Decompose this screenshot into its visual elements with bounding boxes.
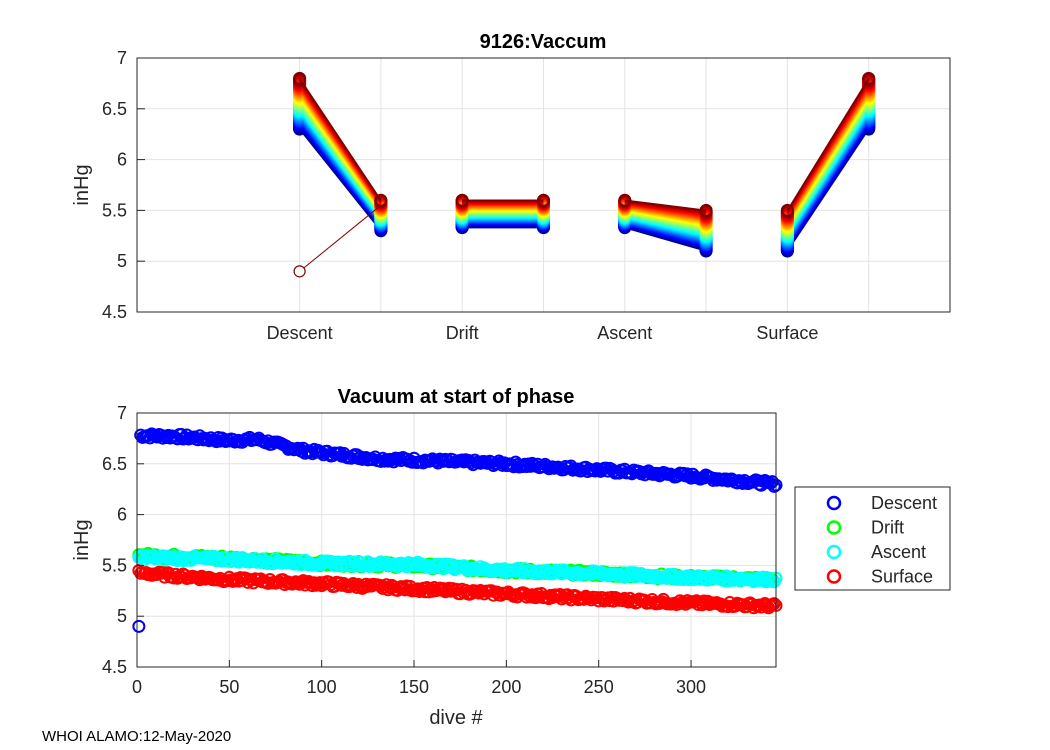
bottom-descent-outlier-point xyxy=(132,619,146,633)
top-dive-line xyxy=(298,77,382,201)
bottom-surface-point xyxy=(294,575,308,589)
footer-credit: WHOI ALAMO:12-May-2020 xyxy=(42,728,232,745)
bottom-x-tick-label: 300 xyxy=(676,677,706,697)
bottom-y-tick-label: 5 xyxy=(117,606,127,626)
bottom-y-tick-label: 4.5 xyxy=(102,657,127,677)
top-dive-marker xyxy=(293,71,307,85)
top-dive-marker xyxy=(862,71,876,85)
legend-marker-drift xyxy=(826,520,842,535)
legend-marker-descent xyxy=(826,495,842,511)
top-chart: 4.5 5 5.5 6 6.5 7 Descent Drift Ascent Surface 91… xyxy=(71,31,951,343)
top-y-tick-label: 6.5 xyxy=(102,99,127,119)
legend-label-drift: Drift xyxy=(871,518,904,538)
top-y-tick-label: 6 xyxy=(117,150,127,170)
bottom-chart-title: Vacuum at start of phase xyxy=(338,386,575,408)
legend-label-ascent: Ascent xyxy=(871,542,926,562)
bottom-x-tick-label: 0 xyxy=(132,677,142,697)
top-x-tick-label: Surface xyxy=(756,323,818,343)
bottom-ticks: 4.5 5 5.5 6 6.5 7 0 50 100 150 200 250 300 xyxy=(102,403,706,697)
legend-items: Descent Drift Ascent Surface xyxy=(826,493,937,587)
top-y-axis-label: inHg xyxy=(71,164,93,205)
top-outlier-marker xyxy=(293,265,306,278)
top-y-tick-label: 5.5 xyxy=(102,200,127,220)
bottom-plot-area xyxy=(137,413,776,667)
top-dive-marker xyxy=(455,193,469,207)
bottom-series-points xyxy=(132,427,783,633)
legend-label-surface: Surface xyxy=(871,567,933,587)
bottom-x-axis-label: dive # xyxy=(429,707,483,729)
top-y-tick-label: 4.5 xyxy=(102,302,127,322)
bottom-y-tick-label: 7 xyxy=(117,403,127,423)
bottom-x-tick-label: 250 xyxy=(584,677,614,697)
legend-label-descent: Descent xyxy=(871,493,937,513)
legend-marker-ascent xyxy=(826,544,842,560)
bottom-x-tick-label: 200 xyxy=(491,677,521,697)
top-dive-marker xyxy=(618,193,632,207)
legend-box xyxy=(794,486,951,591)
top-outlier-line xyxy=(299,204,382,272)
top-y-tick-label: 7 xyxy=(117,48,127,68)
bottom-y-tick-label: 6.5 xyxy=(102,454,127,474)
top-y-tick-label: 5 xyxy=(117,251,127,271)
top-chart-title: 9126:Vaccum xyxy=(480,31,607,53)
bottom-y-tick-label: 5.5 xyxy=(102,555,127,575)
bottom-surface-point xyxy=(195,569,209,583)
legend-marker-surface xyxy=(826,569,842,584)
top-dive-marker xyxy=(699,203,713,217)
top-dive-line xyxy=(786,77,870,211)
bottom-x-tick-label: 50 xyxy=(219,677,239,697)
bottom-chart: 4.5 5 5.5 6 6.5 7 0 50 100 150 200 250 300 Vacuum at… xyxy=(71,386,783,729)
bottom-y-tick-label: 6 xyxy=(117,505,127,525)
top-x-tick-label: Drift xyxy=(446,323,479,343)
top-x-tick-label: Descent xyxy=(267,323,333,343)
bottom-x-tick-label: 150 xyxy=(399,677,429,697)
top-ticks: 4.5 5 5.5 6 6.5 7 Descent Drift Ascent Surface xyxy=(102,48,818,343)
bottom-surface-point xyxy=(618,591,632,605)
bottom-surface-point xyxy=(475,584,489,598)
bottom-x-tick-label: 100 xyxy=(307,677,337,697)
top-series-lines xyxy=(293,71,876,278)
bottom-y-axis-label: inHg xyxy=(71,519,93,560)
top-dive-marker xyxy=(780,203,794,217)
top-x-tick-label: Ascent xyxy=(597,323,652,343)
top-dive-marker xyxy=(537,193,550,207)
bottom-surface-point xyxy=(767,597,781,611)
top-axes-box xyxy=(136,57,951,313)
top-dive-line xyxy=(624,199,707,212)
legend: Descent Drift Ascent Surface xyxy=(794,486,951,591)
bottom-axes-box xyxy=(136,412,777,668)
